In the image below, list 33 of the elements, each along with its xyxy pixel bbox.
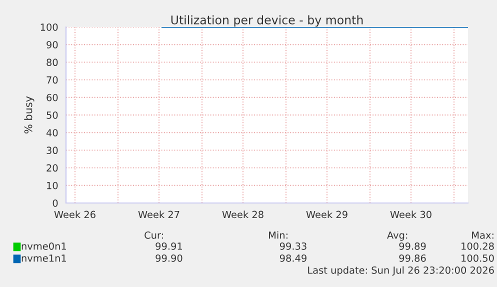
y-axis-title: % busy [24,96,34,134]
text: Avg: [387,232,408,241]
text: 99.86 [399,254,426,262]
text: 99.91 [156,242,182,250]
y-tick-label: 60 [46,94,58,102]
legend-label: nvme0n1 [22,242,66,250]
y-tick-label: 40 [46,129,58,136]
text: Cur: [144,231,163,239]
y-tick-label: 80 [46,58,58,66]
x-tick-label: Week 29 [306,210,348,218]
text: 99.90 [156,254,182,262]
text: Max: [472,232,494,239]
y-tick-label: 30 [46,146,58,154]
text: 98.49 [280,254,306,262]
x-tick-label: Week 27 [138,210,180,218]
text: 99.89 [399,242,426,250]
y-tick-label: 50 [46,111,58,119]
chart-title: Utilization per device - by month [171,15,363,27]
y-tick-label: 20 [46,164,58,172]
x-tick-label: Week 28 [222,210,264,218]
text: 100.28 [462,242,494,250]
text: Last update: Sun Jul 26 23:20:00 2026 [308,266,494,276]
y-tick-label: 10 [47,182,58,190]
y-tick-label: 70 [46,76,58,84]
legend-label: nvme1n1 [22,254,66,262]
y-tick-label: 90 [46,41,58,48]
text: 100.50 [462,254,494,262]
x-tick-label: Week 26 [54,210,96,218]
x-tick-label: Week 30 [390,210,432,218]
text: Min: [269,231,288,239]
y-tick-label: 100 [40,23,58,31]
y-tick-label: 0 [52,199,58,207]
text: 99.33 [280,242,306,250]
